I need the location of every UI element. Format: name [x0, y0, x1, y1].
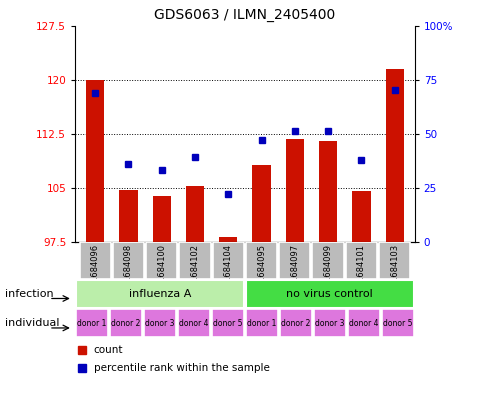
Text: donor 5: donor 5	[382, 319, 411, 328]
Bar	[178, 309, 210, 337]
Bar	[318, 141, 336, 242]
Text: infection: infection	[5, 289, 53, 299]
Text: individual: individual	[5, 318, 59, 328]
Text: GSM1684103: GSM1684103	[390, 244, 398, 300]
Bar	[385, 69, 403, 242]
Text: donor 1: donor 1	[247, 319, 276, 328]
Text: no virus control: no virus control	[286, 289, 372, 299]
Bar	[113, 242, 144, 279]
Bar	[252, 165, 270, 242]
Bar	[381, 309, 413, 337]
Bar	[285, 139, 303, 242]
Text: GSM1684099: GSM1684099	[323, 244, 332, 299]
Bar	[212, 309, 243, 337]
Bar	[279, 309, 311, 337]
Bar	[179, 242, 210, 279]
Text: donor 2: donor 2	[111, 319, 140, 328]
Text: donor 4: donor 4	[179, 319, 208, 328]
Bar	[378, 242, 409, 279]
Text: count: count	[94, 345, 123, 355]
Bar	[212, 242, 243, 279]
Text: GSM1684096: GSM1684096	[91, 244, 99, 300]
Text: donor 2: donor 2	[281, 319, 310, 328]
Text: influenza A: influenza A	[129, 289, 191, 299]
Bar	[185, 186, 204, 242]
Bar	[86, 79, 104, 242]
Bar	[313, 309, 345, 337]
Text: donor 4: donor 4	[348, 319, 378, 328]
Bar	[119, 190, 137, 242]
Bar	[245, 242, 277, 279]
Text: GSM1684100: GSM1684100	[157, 244, 166, 299]
Text: donor 1: donor 1	[77, 319, 106, 328]
Bar	[79, 242, 110, 279]
Bar	[351, 191, 370, 242]
Bar	[347, 309, 379, 337]
Text: GSM1684097: GSM1684097	[290, 244, 299, 300]
Text: GSM1684101: GSM1684101	[356, 244, 365, 299]
Bar	[245, 309, 277, 337]
Bar	[152, 196, 170, 242]
Bar	[110, 309, 142, 337]
Text: GSM1684104: GSM1684104	[223, 244, 232, 299]
Title: GDS6063 / ILMN_2405400: GDS6063 / ILMN_2405400	[154, 8, 335, 22]
Bar	[345, 242, 376, 279]
Bar	[312, 242, 343, 279]
Bar	[245, 280, 413, 308]
Text: GSM1684098: GSM1684098	[124, 244, 133, 300]
Bar	[146, 242, 177, 279]
Bar	[76, 309, 108, 337]
Bar	[279, 242, 310, 279]
Text: donor 3: donor 3	[315, 319, 344, 328]
Text: donor 5: donor 5	[213, 319, 242, 328]
Text: percentile rank within the sample: percentile rank within the sample	[94, 362, 269, 373]
Text: GSM1684102: GSM1684102	[190, 244, 199, 299]
Text: GSM1684095: GSM1684095	[257, 244, 266, 299]
Text: donor 3: donor 3	[145, 319, 174, 328]
Bar	[219, 237, 237, 242]
Bar	[76, 280, 243, 308]
Bar	[144, 309, 176, 337]
